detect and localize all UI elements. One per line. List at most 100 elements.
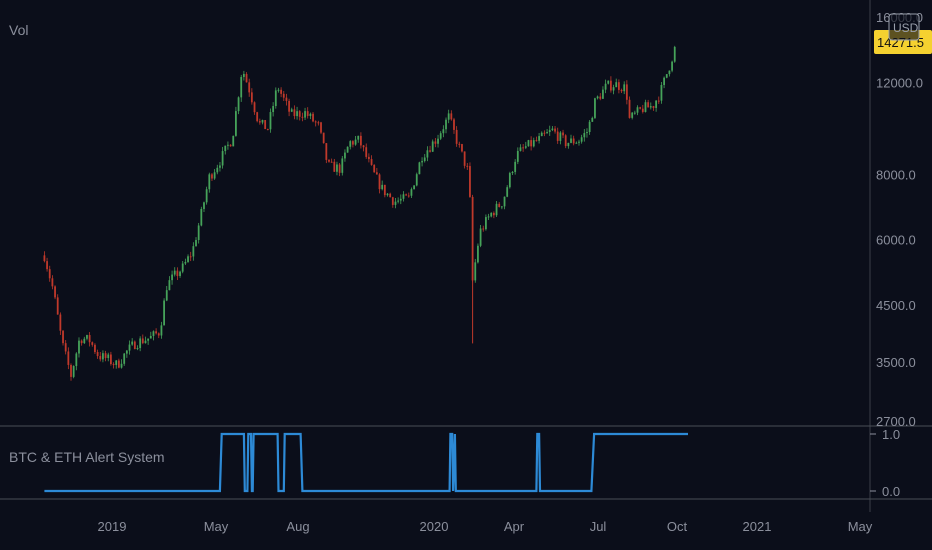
candle — [245, 72, 248, 83]
candle — [524, 141, 527, 150]
candle — [211, 172, 213, 181]
candle — [386, 193, 389, 197]
candle — [136, 345, 139, 351]
candle — [285, 93, 288, 106]
candle — [633, 110, 636, 115]
candle — [149, 331, 152, 339]
currency-button[interactable]: USD — [888, 13, 920, 41]
candle — [641, 104, 644, 114]
candle — [94, 343, 96, 354]
candle — [51, 275, 54, 290]
candle — [554, 126, 556, 134]
currency-button-label[interactable]: USD — [893, 21, 919, 35]
candle — [628, 96, 631, 119]
candle — [54, 285, 56, 300]
indicator-series — [44, 432, 688, 493]
candle — [644, 99, 647, 113]
candle — [341, 155, 344, 176]
indicator-tick-label: 0.0 — [882, 484, 900, 499]
candle — [588, 119, 591, 135]
candle — [312, 111, 314, 123]
candle — [88, 332, 91, 347]
candle — [514, 159, 517, 175]
candle — [604, 79, 607, 94]
candle — [665, 74, 668, 79]
candle — [511, 171, 514, 176]
candle — [405, 193, 408, 196]
candle — [200, 206, 203, 227]
candle — [219, 162, 221, 172]
candle — [631, 111, 634, 120]
candle — [133, 340, 136, 350]
candle — [304, 107, 306, 121]
candle — [381, 180, 384, 191]
candle — [516, 147, 519, 165]
candle — [564, 134, 567, 149]
candle — [152, 330, 155, 341]
candle — [583, 129, 586, 142]
candle — [173, 267, 176, 277]
candle — [112, 362, 115, 369]
candle — [155, 328, 158, 335]
candle — [655, 100, 658, 112]
candle — [575, 141, 578, 144]
candle — [559, 131, 562, 145]
candle — [261, 119, 264, 125]
candle — [205, 186, 208, 205]
price-tick-label: 3500.0 — [876, 355, 916, 370]
candle — [546, 128, 548, 134]
candle — [397, 197, 400, 204]
price-tick-label: 6000.0 — [876, 233, 916, 248]
candle — [115, 360, 118, 369]
candle — [336, 161, 338, 176]
candle — [522, 144, 525, 152]
candle — [418, 161, 421, 175]
candle — [352, 140, 354, 148]
candle — [317, 120, 320, 126]
candle — [447, 109, 450, 124]
candle — [540, 131, 543, 137]
candle — [248, 78, 251, 97]
candle — [325, 143, 328, 164]
candle — [639, 106, 642, 110]
candle — [269, 108, 272, 133]
candle — [309, 112, 312, 120]
candle — [535, 136, 538, 142]
candle — [344, 149, 346, 162]
candle — [272, 102, 275, 117]
indicator-axis[interactable]: 1.0 0.0 — [870, 427, 900, 499]
candle — [160, 321, 163, 339]
candle — [184, 258, 187, 266]
candle — [277, 87, 280, 93]
candle — [365, 143, 368, 159]
candle — [264, 119, 267, 130]
candle — [649, 102, 652, 110]
candle — [48, 265, 51, 282]
candle — [620, 88, 623, 94]
candle — [293, 105, 296, 120]
candle — [647, 99, 650, 108]
candle — [503, 196, 506, 210]
candle — [625, 80, 628, 105]
candle — [426, 146, 429, 162]
candle — [83, 336, 86, 344]
candle — [492, 211, 495, 219]
candle — [59, 312, 62, 335]
candle — [442, 125, 445, 138]
candle — [266, 128, 269, 131]
candle — [181, 260, 184, 274]
price-axis[interactable]: 16000.012000.08000.06000.04500.03500.027… — [876, 10, 923, 429]
candle — [165, 286, 168, 302]
candle — [668, 70, 671, 77]
candle — [530, 136, 533, 151]
candle — [479, 225, 482, 248]
candle — [437, 134, 439, 148]
time-axis[interactable]: 2019 May Aug 2020 Apr Jul Oct 2021 May — [98, 519, 873, 534]
candle — [362, 144, 365, 152]
candle — [301, 112, 304, 122]
currency-button-frame[interactable] — [888, 13, 920, 41]
candle — [240, 74, 243, 102]
candle — [298, 110, 301, 121]
candle — [120, 359, 123, 369]
time-tick-label: 2019 — [98, 519, 127, 534]
